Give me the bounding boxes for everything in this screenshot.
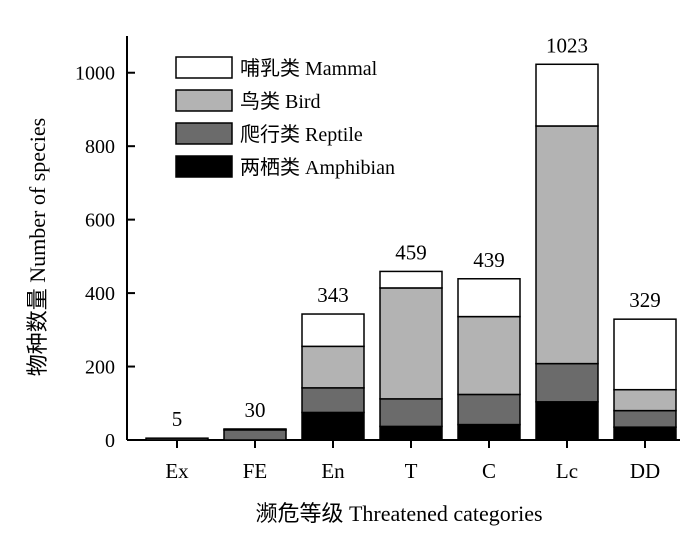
total-label-T: 459 (395, 240, 427, 264)
bar-segment-C-0 (457, 423, 521, 441)
bars (145, 63, 677, 441)
legend-label: 爬行类 Reptile (240, 123, 363, 146)
bar-segment-En-2 (301, 345, 365, 389)
bar-segment-FE-1 (223, 428, 287, 441)
total-labels: 5 30 343 459 439 1023 329 (172, 33, 661, 431)
bar-segment-En-3 (301, 313, 365, 348)
x-tick-label: C (482, 459, 496, 483)
y-tick-label: 1000 (75, 63, 115, 85)
bar-segment-DD-3 (613, 318, 677, 391)
x-tick-label: T (405, 459, 418, 483)
bar-segment-T-2 (379, 287, 443, 400)
x-tick-label: En (321, 459, 345, 483)
x-tick-label: FE (243, 459, 268, 483)
bar-segment-T-0 (379, 425, 443, 441)
bar-segment-FE-2 (223, 428, 287, 431)
y-axis-title: 物种数量 Number of species (25, 118, 50, 376)
bar-segment-Lc-1 (535, 362, 599, 403)
x-tick-label: DD (630, 459, 660, 483)
bar-segment-En-1 (301, 387, 365, 414)
legend-swatch (175, 155, 233, 178)
y-tick-label: 400 (85, 283, 115, 305)
bar-segment-Ex-1 (145, 437, 209, 441)
bar-segment-T-1 (379, 398, 443, 428)
y-tick-label: 800 (85, 136, 115, 158)
total-label-FE: 30 (245, 398, 266, 422)
legend-swatch (175, 122, 233, 145)
legend-label: 哺乳类 Mammal (240, 57, 378, 80)
total-label-C: 439 (473, 248, 505, 272)
bar-segment-C-3 (457, 278, 521, 318)
x-axis-title: 濒危等级 Threatened categories (255, 501, 542, 526)
bar-segment-Lc-3 (535, 63, 599, 127)
bar-segment-C-1 (457, 393, 521, 426)
legend-label: 鸟类 Bird (240, 90, 321, 113)
y-axis: 0 200 400 600 800 1000 (75, 36, 135, 452)
total-label-DD: 329 (629, 288, 661, 312)
bar-segment-En-0 (301, 411, 365, 441)
bar-segment-Lc-0 (535, 401, 599, 441)
x-tick-label: Lc (556, 459, 578, 483)
legend-label: 两栖类 Amphibian (240, 156, 395, 179)
x-axis: Ex FE En T C Lc DD (127, 439, 680, 483)
bar-segment-DD-2 (613, 388, 677, 412)
x-tick-label: Ex (165, 459, 189, 483)
legend-swatch (175, 89, 233, 112)
total-label-En: 343 (317, 283, 349, 307)
bar-segment-T-3 (379, 270, 443, 289)
total-label-Ex: 5 (172, 407, 183, 431)
bar-segment-DD-0 (613, 426, 677, 441)
y-tick-label: 600 (85, 210, 115, 232)
legend: 哺乳类 Mammal 鸟类 Bird 爬行类 Reptile 两栖类 Amphibia… (175, 56, 395, 179)
bar-segment-DD-1 (613, 409, 677, 428)
legend-swatch (175, 56, 233, 79)
bar-segment-Lc-2 (535, 125, 599, 365)
bar-segment-C-2 (457, 315, 521, 396)
total-label-Lc: 1023 (546, 33, 588, 57)
y-tick-label: 200 (85, 357, 115, 379)
y-tick-label: 0 (105, 430, 115, 452)
